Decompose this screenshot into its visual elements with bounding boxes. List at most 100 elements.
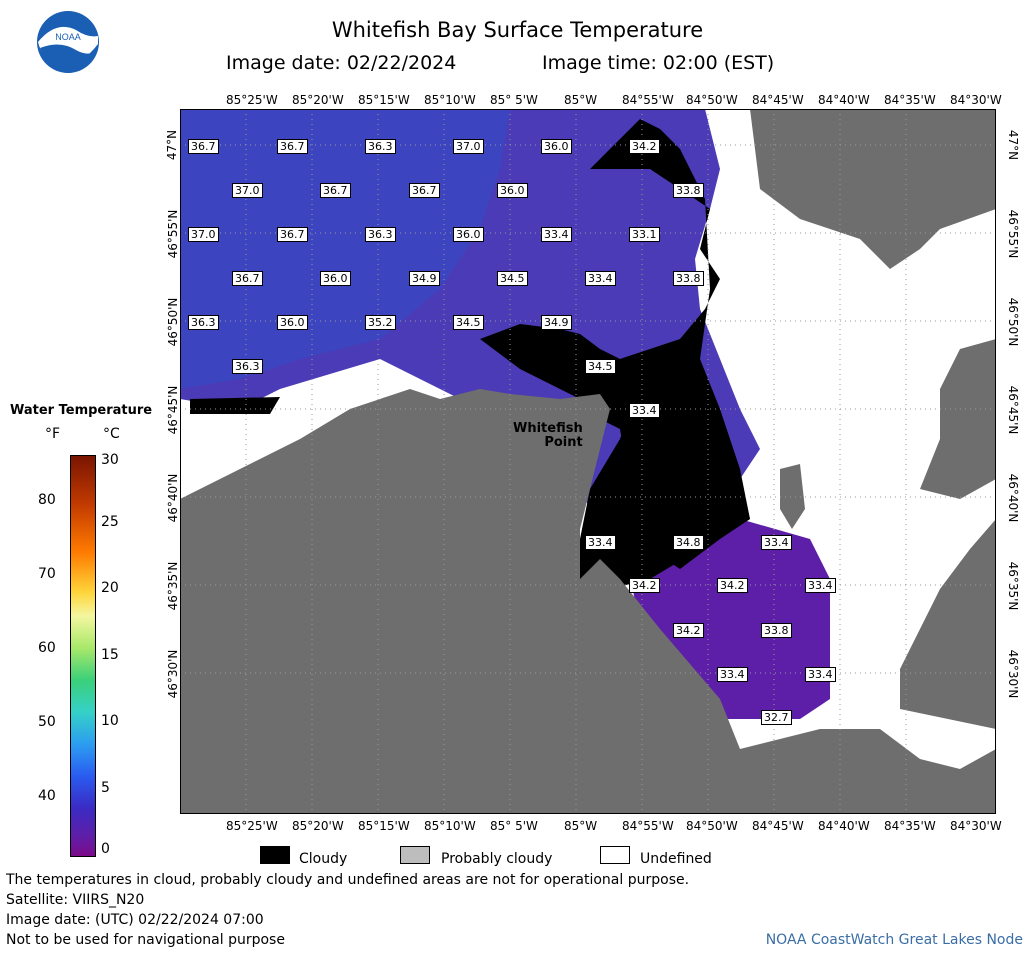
lon-tick: 85°20'W [292,93,344,107]
temp-label: 33.4 [717,667,748,682]
temp-label: 34.9 [409,271,440,286]
temp-label: 37.0 [232,183,263,198]
temp-label: 34.9 [541,315,572,330]
lat-tick: 46°55'N [1006,209,1020,259]
lat-tick: 46°35'N [1006,561,1020,611]
footer-image-date-utc: Image date: (UTC) 02/22/2024 07:00 [6,912,264,928]
legend-swatch-undefined [600,846,630,864]
temp-label: 33.8 [673,183,704,198]
temp-label: 36.3 [232,359,263,374]
temp-label: 34.2 [629,139,660,154]
lon-tick: 84°35'W [884,93,936,107]
lon-tick: 84°40'W [818,819,870,833]
scale-c-tick: 0 [101,841,110,857]
scale-f-tick: 70 [38,566,56,582]
lat-tick: 46°55'N [166,209,180,259]
page-title: Whitefish Bay Surface Temperature [331,18,704,42]
temp-label: 36.0 [541,139,572,154]
lon-tick: 85°10'W [424,819,476,833]
lon-tick: 85°W [564,819,598,833]
temp-label: 37.0 [453,139,484,154]
lon-tick: 85°15'W [358,819,410,833]
lat-tick: 46°45'N [166,385,180,435]
scale-c-tick: 15 [101,647,119,663]
temp-label: 33.8 [761,623,792,638]
temp-label: 33.4 [585,535,616,550]
lat-tick: 46°50'N [1006,297,1020,347]
temp-label: 33.1 [629,227,660,242]
lat-tick: 46°40'N [166,473,180,523]
temp-label: 36.7 [320,183,351,198]
lon-tick: 84°30'W [950,819,1002,833]
lat-tick: 46°30'N [1006,649,1020,699]
lon-tick: 84°55'W [622,93,674,107]
temp-label: 36.0 [277,315,308,330]
temp-label: 36.7 [277,227,308,242]
footer-navigation-note: Not to be used for navigational purpose [6,932,285,948]
temp-label: 34.8 [673,535,704,550]
temp-label: 33.4 [585,271,616,286]
logo-text: NOAA [55,32,81,42]
lon-tick: 85°25'W [226,93,278,107]
lat-tick: 46°45'N [1006,385,1020,435]
legend-label-probably-cloudy: Probably cloudy [441,851,553,867]
map-frame [180,109,996,814]
image-date: Image date: 02/22/2024 [226,52,457,74]
temp-label: 36.7 [277,139,308,154]
map-canvas [180,109,996,814]
temp-label: 36.7 [409,183,440,198]
legend-label-cloudy: Cloudy [299,851,348,867]
lon-tick: 84°50'W [686,93,738,107]
legend-swatch-cloudy [260,846,290,864]
lat-tick: 46°30'N [166,649,180,699]
footer-satellite: Satellite: VIIRS_N20 [6,892,145,908]
temp-label: 33.4 [805,667,836,682]
temp-label: 36.3 [365,227,396,242]
temp-label: 33.8 [673,271,704,286]
lon-tick: 85°15'W [358,93,410,107]
temp-label: 37.0 [188,227,219,242]
color-scale-bar [70,455,96,857]
lon-tick: 85°10'W [424,93,476,107]
temp-label: 34.2 [673,623,704,638]
lat-tick: 47°N [1006,129,1020,161]
legend-label-undefined: Undefined [640,851,712,867]
scale-c-tick: 5 [101,780,110,796]
temp-label: 34.5 [497,271,528,286]
footer-disclaimer: The temperatures in cloud, probably clou… [6,872,690,888]
lon-tick: 84°30'W [950,93,1002,107]
temp-label: 36.7 [188,139,219,154]
scale-unit-f: °F [45,426,61,442]
lon-tick: 85° 5'W [490,819,538,833]
lat-tick: 47°N [165,129,179,161]
image-time: Image time: 02:00 (EST) [542,52,775,74]
temp-label: 36.0 [320,271,351,286]
scale-c-tick: 20 [101,580,119,596]
lon-tick: 84°50'W [686,819,738,833]
temp-label: 36.3 [365,139,396,154]
temp-label: 33.4 [541,227,572,242]
lat-tick: 46°40'N [1006,473,1020,523]
footer-credit: NOAA CoastWatch Great Lakes Node [765,932,1023,948]
scale-unit-c: °C [103,426,120,442]
lon-tick: 85°W [564,93,598,107]
lat-tick: 46°50'N [166,297,180,347]
temp-label: 34.2 [629,578,660,593]
scale-f-tick: 50 [38,714,56,730]
lon-tick: 84°55'W [622,819,674,833]
lon-tick: 84°45'W [752,93,804,107]
land-south [180,389,996,814]
scale-title: Water Temperature [10,403,153,418]
temp-label: 36.0 [453,227,484,242]
scale-f-tick: 60 [38,640,56,656]
lon-tick: 85°25'W [226,819,278,833]
lat-tick: 46°35'N [166,561,180,611]
lon-tick: 84°35'W [884,819,936,833]
scale-c-tick: 10 [101,713,119,729]
temp-label: 33.4 [805,578,836,593]
temp-label: 34.5 [585,359,616,374]
temp-label: 33.4 [761,535,792,550]
temp-label: 33.4 [629,403,660,418]
lon-tick: 84°40'W [818,93,870,107]
temp-label: 34.5 [453,315,484,330]
